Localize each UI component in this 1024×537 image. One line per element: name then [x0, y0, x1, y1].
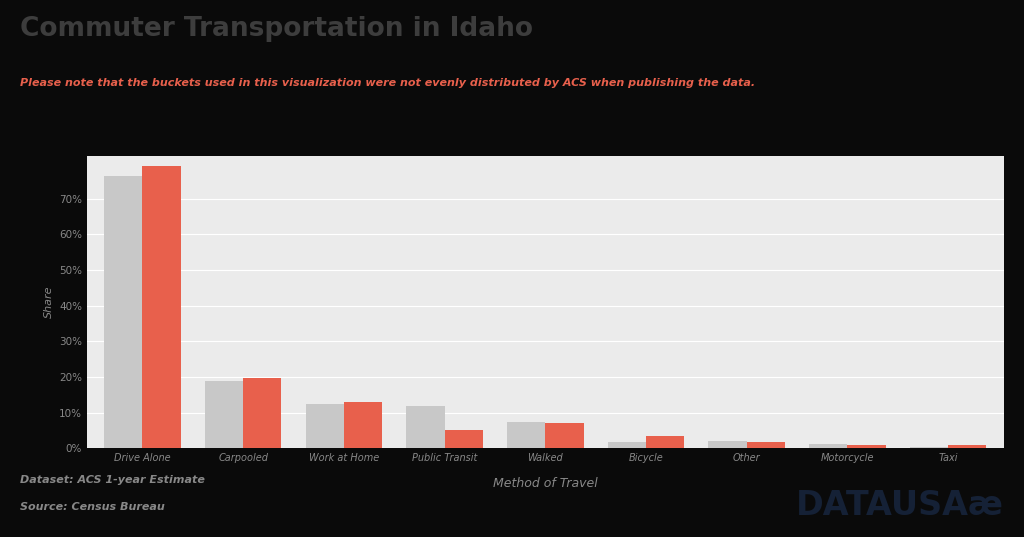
Bar: [407, 405, 444, 448]
Text: Source: Census Bureau: Source: Census Bureau: [20, 502, 165, 512]
Bar: [809, 444, 848, 448]
X-axis label: Method of Travel: Method of Travel: [493, 477, 598, 490]
Bar: [948, 445, 986, 448]
Y-axis label: Share: Share: [44, 286, 53, 318]
Bar: [910, 447, 948, 448]
Bar: [444, 430, 483, 448]
Bar: [104, 177, 142, 448]
Bar: [305, 404, 344, 448]
Bar: [646, 436, 684, 448]
Bar: [243, 378, 282, 448]
Text: Commuter Transportation in Idaho: Commuter Transportation in Idaho: [20, 16, 534, 42]
Bar: [205, 381, 243, 448]
Bar: [545, 423, 584, 448]
Bar: [607, 442, 646, 448]
Text: Dataset: ACS 1-year Estimate: Dataset: ACS 1-year Estimate: [20, 475, 206, 485]
Bar: [746, 442, 785, 448]
Bar: [507, 422, 545, 448]
Bar: [344, 402, 382, 448]
Bar: [848, 445, 886, 448]
Text: Please note that the buckets used in this visualization were not evenly distribu: Please note that the buckets used in thi…: [20, 78, 756, 88]
Text: DATAUSAæ: DATAUSAæ: [796, 489, 1004, 521]
Bar: [709, 441, 746, 448]
Bar: [142, 166, 180, 448]
